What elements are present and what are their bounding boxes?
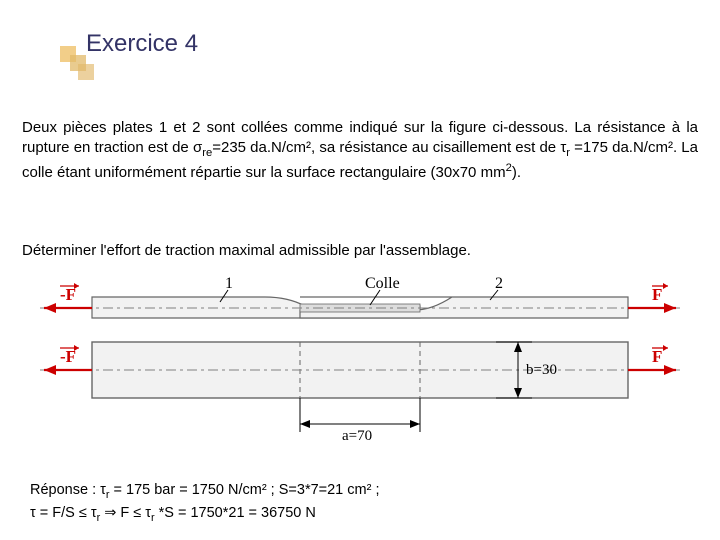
svg-text:F: F: [652, 347, 662, 366]
force-left-plan: -F: [44, 345, 92, 375]
dim-a-arrow-r: [410, 420, 420, 428]
problem-statement: Deux pièces plates 1 et 2 sont collées c…: [22, 118, 698, 184]
assembly-diagram: 1 Colle 2 -F F -F F: [20, 272, 700, 462]
force-right-top: F: [628, 283, 676, 313]
dim-b-label: b=30: [526, 362, 557, 378]
answer-block: Réponse : τr = 175 bar = 1750 N/cm² ; S=…: [30, 480, 690, 526]
svg-text:-F: -F: [60, 285, 76, 304]
text: = 175 bar = 1750 N/cm² ; S=3*7=21 cm² ;: [109, 482, 379, 498]
subscript: re: [202, 147, 212, 159]
label-1: 1: [225, 275, 233, 292]
svg-text:-F: -F: [60, 347, 76, 366]
text: ).: [512, 164, 521, 181]
text: τ = F/S ≤ τ: [30, 505, 97, 521]
dim-a-arrow-l: [300, 420, 310, 428]
title-block: Exercice 4: [60, 30, 198, 58]
question-text: Déterminer l'effort de traction maximal …: [22, 242, 698, 259]
text: ⇒ F ≤ τ: [100, 505, 151, 521]
text: *S = 1750*21 = 36750 N: [155, 505, 316, 521]
text: =235 da.N/cm², sa résistance au cisaille…: [212, 139, 566, 156]
svg-text:F: F: [652, 285, 662, 304]
force-left-top: -F: [44, 283, 92, 313]
title-decoration: [60, 46, 100, 86]
force-right-plan: F: [628, 345, 676, 375]
label-colle: Colle: [365, 275, 400, 292]
dim-a-label: a=70: [342, 428, 372, 444]
text: Réponse : τ: [30, 482, 106, 498]
label-2: 2: [495, 275, 503, 292]
